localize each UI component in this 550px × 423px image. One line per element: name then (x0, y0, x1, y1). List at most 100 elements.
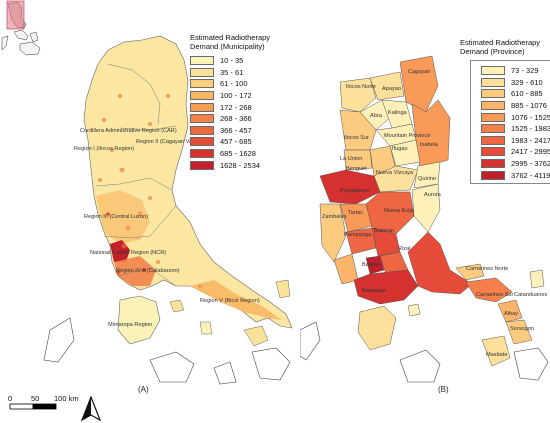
prov-label-benguet: Benguet (346, 166, 367, 172)
municipality-legend-label: 366 - 457 (220, 125, 252, 135)
region-label-region-iii: Region III (Central Luzon) (84, 214, 148, 220)
calabarzon-shade (114, 256, 156, 286)
province-bataan (333, 253, 359, 285)
region-label-region-i: Region I (Ilocos Region) (74, 146, 134, 152)
province-cavite-laguna-batangas (353, 269, 419, 305)
province-legend-label: 73 - 329 (511, 66, 539, 76)
central-luzon-shade (96, 190, 150, 244)
scale-tick-50: 50 (31, 394, 39, 403)
municipality-legend-item: 457 - 685 (190, 136, 270, 148)
prov-label-la-union: La Union (340, 156, 362, 162)
prov-label-camarines-norte: Camarines Norte (466, 266, 508, 272)
province-legend-swatch (481, 112, 505, 122)
prov-label-cagayan: Cagayan (408, 69, 430, 75)
locator-mindanao (19, 41, 41, 56)
province-legend-item: 2995 - 3762 (481, 158, 550, 170)
municipality-legend-item: 100 - 172 (190, 90, 270, 102)
prov-label-abra: Abra (370, 113, 383, 119)
municipality-legend-label: 1628 - 2534 (220, 160, 261, 170)
province-legend-title: Estimated Radiotherapy Demand (Province) (460, 38, 541, 56)
prov-label-ilocos-norte: Ilocos Norte (346, 84, 376, 90)
palawan-outline (43, 317, 75, 363)
municipality-legend-item: 35 - 61 (190, 67, 270, 79)
municipality-legend-swatch (190, 91, 214, 101)
province-aurora (411, 183, 441, 233)
province-albay (497, 299, 523, 323)
municipality-legend-swatch (190, 149, 214, 159)
prov-label-pangasinan: Pangasinan (340, 188, 370, 194)
province-legend-swatch (481, 124, 505, 134)
region-label-ncr: National Capital Region (NCR) (90, 250, 166, 256)
prov-label-ifugao: Ifugao (392, 146, 408, 152)
prov-label-nueva-vizcaya: Nueva Vizcaya (376, 170, 414, 176)
municipality-legend-swatch (190, 67, 214, 77)
province-legend-item: 885 - 1076 (481, 100, 550, 112)
province-sorsogon (505, 319, 533, 345)
province-legend-swatch (481, 77, 505, 87)
catanduanes-island (275, 279, 291, 299)
province-legend-label: 1525 - 1983 (511, 124, 550, 134)
municipality-legend-swatch (190, 79, 214, 89)
municipality-hotspots (98, 94, 202, 288)
province-legend-item: 329 - 610 (481, 77, 550, 89)
scale-segment-2 (32, 403, 57, 410)
panay-outline-b (399, 349, 441, 383)
region-label-region-v: Region V (Bicol Region) (200, 298, 260, 304)
province-ilocos-norte (339, 77, 377, 113)
province-legend-swatch (481, 135, 505, 145)
municipality-legend-label: 10 - 35 (220, 56, 244, 66)
prov-label-albay: Albay (504, 311, 518, 317)
province-map: Ilocos Norte Apayao Cagayan Abra Kalinga… (300, 55, 549, 383)
province-catanduanes (529, 269, 545, 289)
locator-inset-map (1, 0, 41, 56)
marinduque-island (169, 299, 185, 313)
prov-label-apayao: Apayao (382, 86, 401, 92)
province-quezon (407, 231, 473, 295)
province-legend-label: 3762 - 4119 (511, 170, 550, 180)
locator-visayas (13, 29, 39, 43)
region-label-mimaropa: Mimaropa Region (108, 322, 152, 328)
municipality-legend: Estimated Radiotherapy Demand (Municipal… (190, 33, 270, 171)
province-ilocos-sur (339, 109, 377, 151)
samar-outline-b (513, 347, 549, 381)
scale-bar: 0 50 100 km (8, 394, 79, 410)
prov-label-camarines-sur: Camarines Sur (476, 292, 513, 298)
locator-highlight-box (6, 0, 25, 30)
province-legend-swatch (481, 170, 505, 180)
province-pangasinan (319, 169, 381, 205)
scale-segment-1 (9, 403, 34, 410)
scale-tick-100: 100 km (54, 394, 79, 403)
municipality-legend-label: 172 - 268 (220, 102, 252, 112)
province-legend-label: 329 - 610 (511, 77, 543, 87)
province-legend-swatch (481, 66, 505, 76)
prov-label-sorsogon: Sorsogon (510, 326, 534, 332)
negros-outline (213, 361, 237, 385)
prov-label-bulacan: Bulacan (374, 228, 394, 234)
municipality-legend-label: 685 - 1628 (220, 149, 256, 159)
prov-label-zambales: Zambales (322, 214, 347, 220)
municipality-legend-item: 1628 - 2534 (190, 159, 270, 171)
municipality-legend-item: 10 - 35 (190, 55, 270, 67)
romblon-island (199, 321, 213, 335)
province-legend-label: 2417 - 2995 (511, 147, 550, 157)
prov-label-catanduanes: Catanduanes (514, 292, 547, 298)
region-boundaries (95, 63, 177, 287)
municipality-legend-swatch (190, 114, 214, 124)
municipality-legend-item: 268 - 366 (190, 113, 270, 125)
prov-label-rizal: Rizal (398, 246, 410, 252)
province-marinduque (407, 303, 421, 317)
province-legend-item: 2417 - 2995 (481, 146, 550, 158)
province-zambales (319, 203, 347, 263)
municipality-legend-swatch (190, 160, 214, 170)
samar-outline (251, 347, 291, 381)
province-masbate (481, 335, 511, 367)
municipality-legend-title: Estimated Radiotherapy Demand (Municipal… (190, 33, 271, 51)
municipality-legend-item: 172 - 268 (190, 101, 270, 113)
scale-tick-0: 0 (8, 394, 12, 403)
region-label-region-iv-a: Region IV-A (Calabarzon) (116, 268, 180, 274)
province-ifugao (389, 139, 421, 167)
municipality-legend-item: 61 - 100 (190, 78, 270, 90)
municipality-legend-label: 100 - 172 (220, 91, 252, 101)
province-la-union (343, 149, 373, 171)
municipality-legend-label: 61 - 100 (220, 79, 248, 89)
